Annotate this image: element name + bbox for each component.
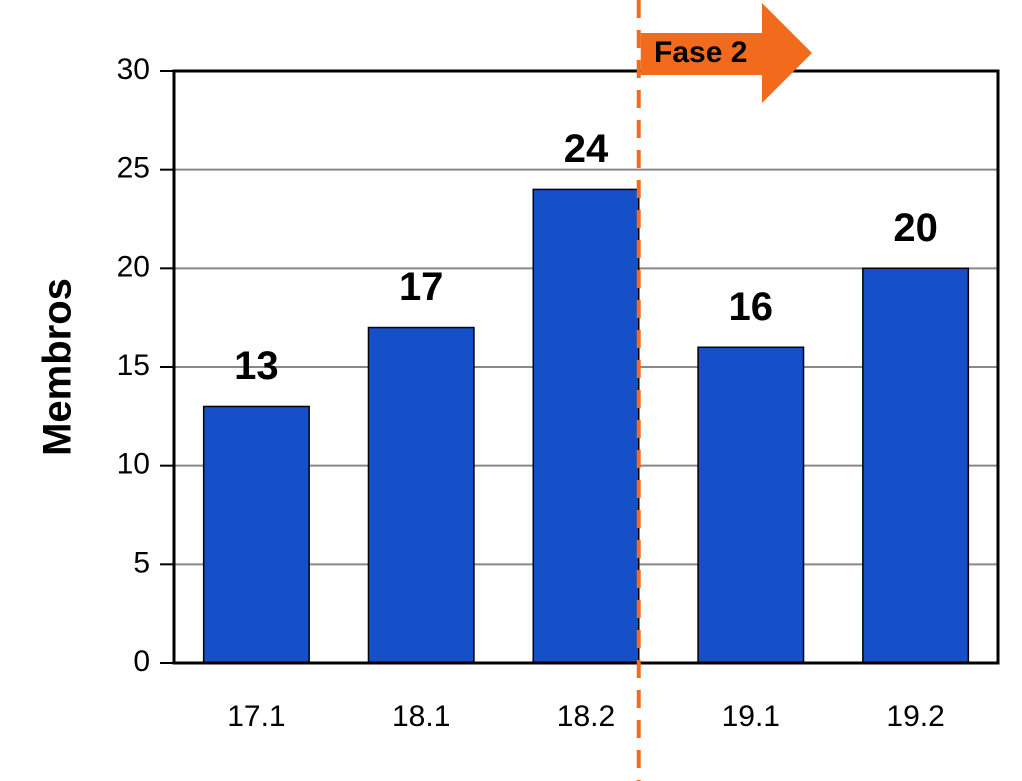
phase-arrow [640,3,812,103]
bar [862,267,970,664]
x-tick-label: 19.2 [886,700,944,733]
x-tick-label: 17.1 [227,700,285,733]
bar [697,346,805,664]
bar [202,405,310,664]
y-tick-label: 10 [117,448,150,481]
x-tick-label: 18.1 [392,700,450,733]
y-tick-label: 15 [117,349,150,382]
bar [367,326,475,664]
value-label: 17 [399,265,444,309]
x-tick-label: 19.1 [722,700,780,733]
y-tick-label: 0 [133,645,150,678]
bar [532,188,640,664]
y-axis-label: Membros [36,278,80,456]
phase-label: Fase 2 [654,36,747,69]
y-tick-label: 5 [133,546,150,579]
y-tick-label: 20 [117,250,150,283]
y-tick-label: 30 [117,53,150,86]
x-tick-label: 18.2 [557,700,615,733]
value-label: 13 [234,344,279,388]
y-tick-label: 25 [117,152,150,185]
value-label: 20 [893,206,938,250]
value-label: 24 [564,127,609,171]
value-label: 16 [729,285,774,329]
plot-border [172,69,1000,665]
